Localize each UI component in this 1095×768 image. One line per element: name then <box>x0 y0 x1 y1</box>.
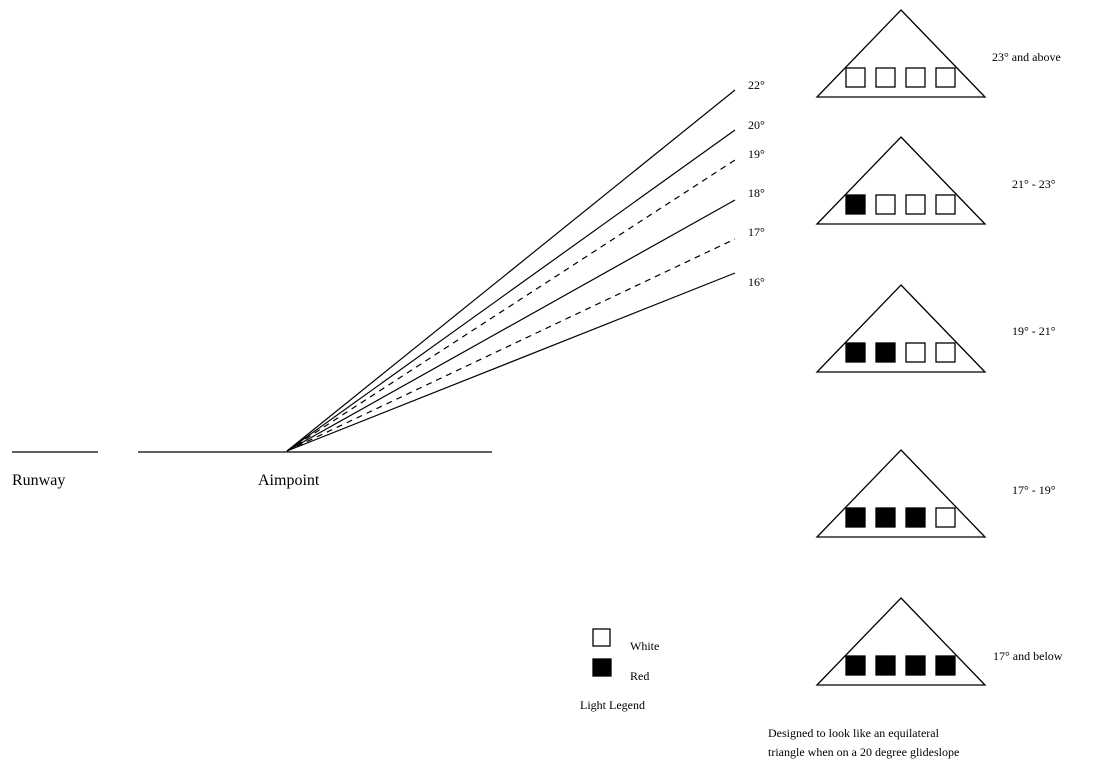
white-light <box>875 194 896 215</box>
indicator-range-label: 21° - 23° <box>1012 177 1056 191</box>
glideslope-angle-label: 17° <box>748 225 765 239</box>
glideslope-rays: 22° 20° 19° 18° 17° 16° <box>286 78 765 452</box>
glideslope-angle-label: 22° <box>748 78 765 92</box>
glideslope-ray <box>286 238 736 452</box>
indicator-range-label: 19° - 21° <box>1012 324 1056 338</box>
white-light <box>905 194 926 215</box>
indicator-range-label: 17° and below <box>993 649 1063 663</box>
glideslope-angle-label: 18° <box>748 186 765 200</box>
legend-red-swatch <box>592 658 612 677</box>
glideslope-angle-label: 19° <box>748 147 765 161</box>
aimpoint-label: Aimpoint <box>258 472 320 489</box>
indicator-triangle <box>815 284 987 373</box>
red-light <box>845 655 866 676</box>
glideslope-ray <box>286 272 736 452</box>
glideslope-ray <box>286 159 736 452</box>
glideslope-ray <box>286 89 736 452</box>
indicator-triangle <box>815 449 987 538</box>
legend-white-swatch <box>592 628 611 647</box>
red-light <box>935 655 956 676</box>
design-note-line1: Designed to look like an equilateral <box>768 726 940 740</box>
light-indicators: 23° and above 21° - 23° 19° - 21° 17° - 19°… <box>815 9 1063 686</box>
red-light <box>845 194 866 215</box>
glideslope-angle-label: 16° <box>748 275 765 289</box>
red-light <box>905 507 926 528</box>
indicator-triangle <box>815 136 987 225</box>
legend-white-label: White <box>630 639 659 653</box>
white-light <box>935 194 956 215</box>
light-indicator: 17° - 19° <box>815 449 1056 538</box>
red-light <box>875 507 896 528</box>
red-light <box>845 342 866 363</box>
red-light <box>875 655 896 676</box>
light-indicator: 17° and below <box>815 597 1063 686</box>
indicator-triangle <box>815 597 987 686</box>
white-light <box>905 67 926 88</box>
white-light <box>935 342 956 363</box>
white-light <box>935 67 956 88</box>
red-light <box>845 507 866 528</box>
red-light <box>875 342 896 363</box>
glideslope-ray <box>286 129 736 452</box>
runway-label: Runway <box>12 472 65 489</box>
light-indicator: 21° - 23° <box>815 136 1056 225</box>
design-note-line2: triangle when on a 20 degree glideslope <box>768 745 959 759</box>
indicator-range-label: 23° and above <box>992 50 1061 64</box>
red-light <box>905 655 926 676</box>
legend-title: Light Legend <box>580 698 645 712</box>
legend-red-label: Red <box>630 669 649 683</box>
indicator-range-label: 17° - 19° <box>1012 483 1056 497</box>
white-light <box>935 507 956 528</box>
light-indicator: 23° and above <box>815 9 1061 98</box>
glideslope-ray <box>286 199 736 452</box>
indicator-triangle <box>815 9 987 98</box>
white-light <box>875 67 896 88</box>
white-light <box>905 342 926 363</box>
light-legend: White Red Light Legend <box>580 628 659 712</box>
glideslope-angle-label: 20° <box>748 118 765 132</box>
white-light <box>845 67 866 88</box>
light-indicator: 19° - 21° <box>815 284 1056 373</box>
